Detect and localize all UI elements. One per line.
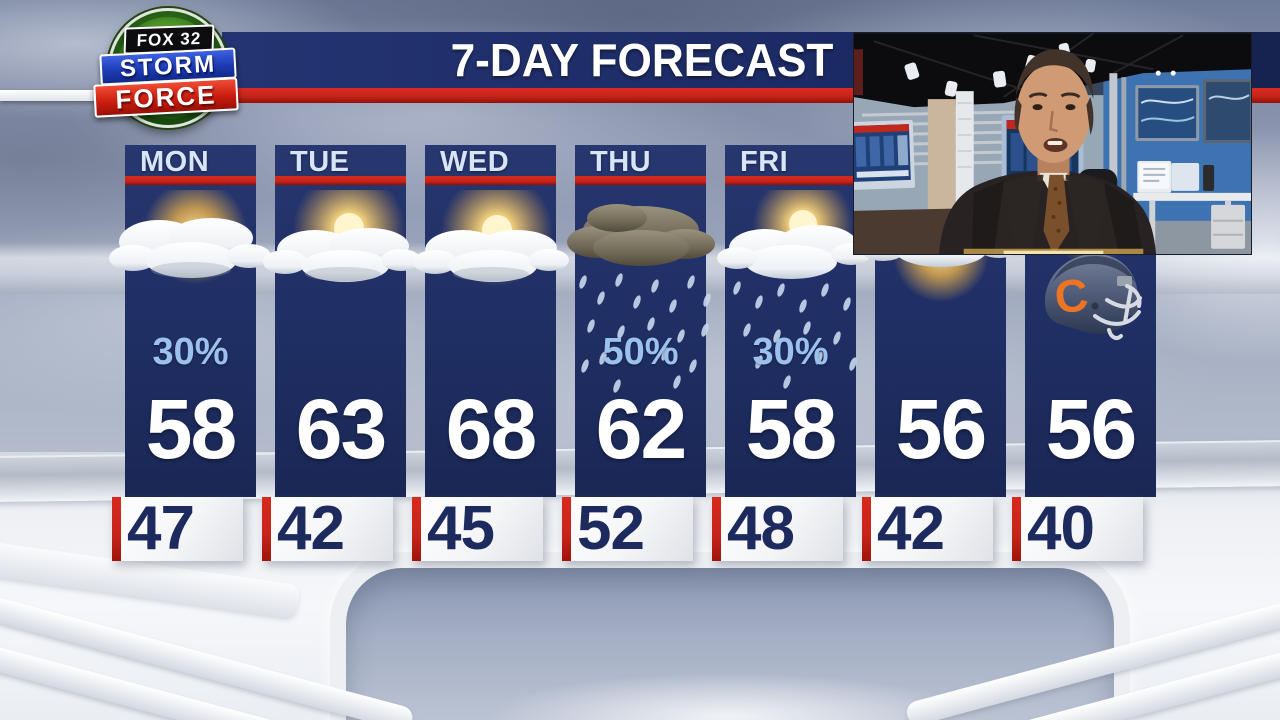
- day-underline: [425, 176, 556, 185]
- svg-text:C: C: [1052, 268, 1090, 323]
- precip-chance: 30%: [152, 331, 229, 373]
- low-temp-box: 40: [1012, 494, 1143, 563]
- mostly-sunny-icon: [407, 190, 575, 416]
- high-temp: 62: [595, 382, 687, 476]
- day-underline: [725, 176, 856, 185]
- low-temp: 48: [727, 494, 795, 563]
- high-temp: 56: [1045, 382, 1137, 476]
- low-temp-box: 42: [862, 494, 993, 563]
- red-accent-bar: [562, 497, 571, 561]
- low-temp-box: 48: [712, 494, 843, 563]
- day-underline: [125, 176, 256, 185]
- day-label: FRI: [740, 146, 789, 178]
- sun-showers-icon: [707, 190, 875, 416]
- low-temp: 47: [127, 494, 195, 563]
- day-underline: [275, 176, 406, 185]
- low-temp-box: 52: [562, 494, 693, 563]
- low-temp-box: 45: [412, 494, 543, 563]
- anchor-video-inset: [853, 32, 1252, 255]
- day-label: THU: [590, 146, 652, 178]
- red-accent-bar: [712, 497, 721, 561]
- red-accent-bar: [412, 497, 421, 561]
- low-temp: 40: [1027, 494, 1095, 563]
- left-white-stripe: [0, 90, 96, 101]
- low-temp: 45: [427, 494, 495, 563]
- day-underline: [575, 176, 706, 185]
- high-temp: 58: [745, 382, 837, 476]
- low-temp: 42: [277, 494, 345, 563]
- forecast-column-mon: MON 30% 58: [109, 145, 271, 497]
- page-title: 7-DAY FORECAST: [450, 34, 834, 86]
- low-temp: 52: [577, 494, 645, 563]
- rain-cloud-icon: [557, 190, 725, 416]
- high-temp: 56: [895, 382, 987, 476]
- forecast-column-wed: WED 68: [413, 145, 569, 497]
- station-logo: FOX 32 STORM FORCE: [92, 6, 244, 130]
- logo-force-text: FORCE: [93, 77, 239, 118]
- studio-scene: [854, 33, 1251, 254]
- red-accent-bar: [1012, 497, 1021, 561]
- forecast-column-tue: TUE 63: [263, 145, 421, 497]
- mostly-sunny-icon: [257, 190, 425, 416]
- red-accent-bar: [112, 497, 121, 561]
- high-temp: 63: [295, 382, 387, 476]
- forecast-column-fri: FRI: [717, 145, 871, 497]
- high-temp: 68: [445, 382, 537, 476]
- red-accent-bar: [862, 497, 871, 561]
- day-label: WED: [440, 146, 510, 178]
- low-temp: 42: [877, 494, 945, 563]
- low-temp-box: 42: [262, 494, 393, 563]
- precip-chance: 30%: [752, 331, 829, 373]
- partly-cloudy-icon: [107, 190, 275, 416]
- day-label: MON: [140, 146, 210, 178]
- precip-chance: 50%: [602, 331, 679, 373]
- low-temp-box: 47: [112, 494, 243, 563]
- high-temp: 58: [145, 382, 237, 476]
- red-accent-bar: [262, 497, 271, 561]
- forecast-column-thu: THU: [567, 145, 715, 497]
- day-label: TUE: [290, 146, 350, 178]
